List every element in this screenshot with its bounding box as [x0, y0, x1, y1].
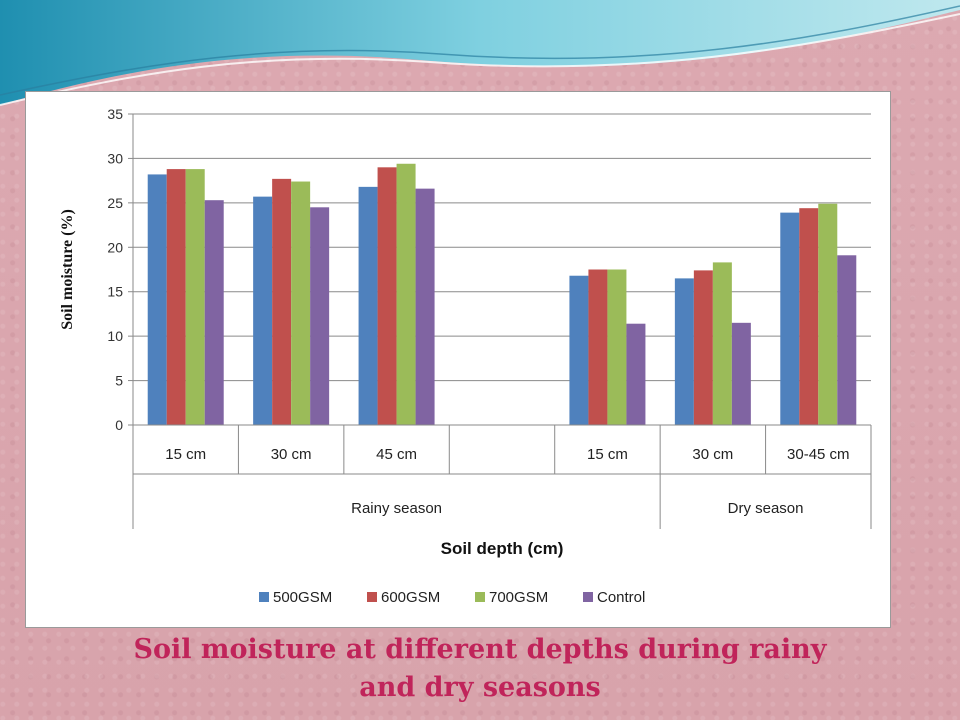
- legend: 500GSM 600GSM 700GSM Control: [259, 589, 645, 606]
- bar: [780, 212, 800, 425]
- legend-label: Control: [597, 589, 645, 606]
- y-tick-label: 15: [107, 284, 123, 300]
- bar: [415, 188, 435, 425]
- y-tick-label: 30: [107, 150, 123, 166]
- x-tick-label: 15 cm: [587, 446, 628, 463]
- group-label: Dry season: [728, 500, 804, 517]
- bar: [204, 200, 224, 425]
- x-axis-title: Soil depth (cm): [441, 539, 564, 558]
- x-tick-label: 30 cm: [692, 446, 733, 463]
- legend-label: 500GSM: [273, 589, 332, 606]
- y-tick-label: 5: [115, 373, 123, 389]
- bar: [147, 174, 167, 425]
- bar: [377, 167, 397, 426]
- bar: [310, 207, 330, 425]
- y-tick-label: 20: [107, 239, 123, 255]
- axes: 0 5 10 15 20 25 30 35 15 cm 30 cm 45 cm 15 cm 30 cm 3…: [59, 106, 872, 558]
- x-tick-label: 30-45 cm: [787, 446, 850, 463]
- chart-frame: 0 5 10 15 20 25 30 35 15 cm 30 cm 45 cm 15 cm 30 cm 3…: [25, 91, 891, 628]
- bar: [674, 278, 694, 425]
- bar: [837, 255, 857, 425]
- y-tick-label: 10: [107, 328, 123, 344]
- caption-line-2: and dry seasons: [359, 672, 601, 703]
- bar: [569, 275, 589, 425]
- bar: [185, 169, 205, 425]
- bar: [291, 181, 311, 425]
- legend-label: 700GSM: [489, 589, 548, 606]
- bar: [166, 169, 186, 425]
- bar: [396, 163, 416, 425]
- slide-caption: Soil moisture at different depths during…: [40, 631, 920, 707]
- y-axis-title: Soil moisture (%): [59, 209, 76, 330]
- legend-swatch: [583, 592, 593, 602]
- y-tick-label: 25: [107, 195, 123, 211]
- bar: [799, 208, 819, 425]
- y-tick-label: 35: [107, 106, 123, 122]
- bar: [358, 186, 378, 425]
- caption-line-1: Soil moisture at different depths during…: [133, 634, 827, 665]
- x-tick-label: 30 cm: [271, 446, 312, 463]
- bar: [693, 270, 713, 425]
- x-tick-label: 15 cm: [165, 446, 206, 463]
- legend-swatch: [367, 592, 377, 602]
- y-tick-label: 0: [115, 417, 123, 433]
- decorative-wave: [0, 0, 960, 106]
- chart-canvas: 0 5 10 15 20 25 30 35 15 cm 30 cm 45 cm 15 cm 30 cm 3…: [59, 106, 872, 606]
- bar: [818, 203, 838, 425]
- bar: [272, 178, 292, 425]
- bar: [607, 269, 627, 425]
- bar: [626, 323, 646, 425]
- bar: [731, 322, 751, 425]
- legend-label: 600GSM: [381, 589, 440, 606]
- bar: [253, 196, 273, 425]
- legend-swatch: [259, 592, 269, 602]
- gridlines: [133, 113, 871, 382]
- bar: [588, 269, 608, 425]
- group-label: Rainy season: [351, 500, 442, 517]
- x-tick-label: 45 cm: [376, 446, 417, 463]
- bars: [147, 163, 857, 426]
- legend-swatch: [475, 592, 485, 602]
- bar: [712, 262, 732, 425]
